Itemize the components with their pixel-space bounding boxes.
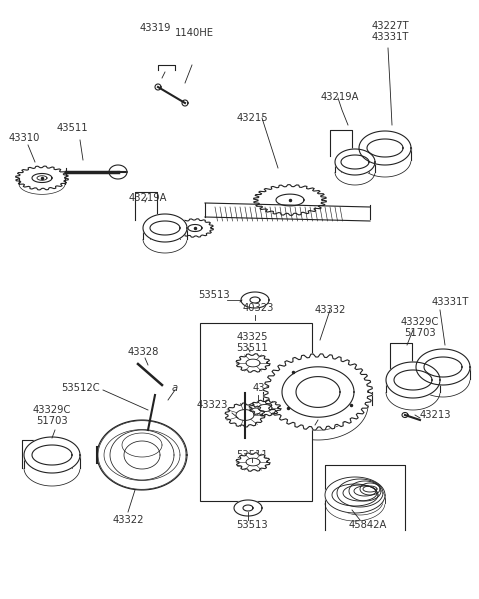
Polygon shape <box>236 354 270 372</box>
Text: 43325: 43325 <box>236 332 268 342</box>
Text: 53513: 53513 <box>198 290 230 300</box>
Polygon shape <box>263 354 373 430</box>
Text: 43319: 43319 <box>139 23 171 33</box>
Bar <box>200 323 312 501</box>
Polygon shape <box>282 367 354 417</box>
Polygon shape <box>335 149 375 175</box>
Polygon shape <box>24 437 80 473</box>
Text: a: a <box>337 489 343 498</box>
Text: 43328: 43328 <box>127 347 159 357</box>
Text: 43219A: 43219A <box>129 193 167 203</box>
Polygon shape <box>253 184 326 215</box>
Polygon shape <box>341 155 369 169</box>
Polygon shape <box>360 483 380 495</box>
Text: 43331T: 43331T <box>371 32 409 42</box>
Polygon shape <box>97 420 187 490</box>
Text: 43329C: 43329C <box>401 317 439 327</box>
Text: 43213: 43213 <box>419 410 451 420</box>
Polygon shape <box>263 354 373 430</box>
Polygon shape <box>236 453 270 471</box>
Polygon shape <box>150 221 180 235</box>
Text: 1140HE: 1140HE <box>174 28 214 38</box>
Polygon shape <box>349 481 381 501</box>
Text: 43331T: 43331T <box>431 297 468 307</box>
Polygon shape <box>177 219 214 237</box>
Text: a: a <box>349 494 355 503</box>
Text: 53511: 53511 <box>236 343 268 353</box>
Text: 43323: 43323 <box>196 400 228 410</box>
Text: a: a <box>362 492 368 501</box>
Polygon shape <box>386 362 440 398</box>
Polygon shape <box>363 486 377 492</box>
Polygon shape <box>416 349 470 385</box>
Text: 43322: 43322 <box>112 515 144 525</box>
Text: 51703: 51703 <box>404 328 436 338</box>
Polygon shape <box>143 214 187 242</box>
Text: 53511: 53511 <box>236 450 268 460</box>
Text: 43227T: 43227T <box>371 21 409 31</box>
Polygon shape <box>367 139 403 157</box>
Text: 51703: 51703 <box>36 416 68 426</box>
Polygon shape <box>335 149 375 175</box>
Polygon shape <box>325 477 385 513</box>
Polygon shape <box>241 292 269 308</box>
Text: 43219A: 43219A <box>321 92 359 102</box>
Polygon shape <box>359 131 411 165</box>
Polygon shape <box>332 484 378 506</box>
Text: a: a <box>375 489 381 498</box>
Polygon shape <box>234 500 262 516</box>
Text: 43511: 43511 <box>56 123 88 133</box>
Polygon shape <box>337 479 383 507</box>
Text: 45842A: 45842A <box>349 520 387 530</box>
Polygon shape <box>416 349 470 385</box>
Polygon shape <box>354 486 376 496</box>
Polygon shape <box>225 403 265 427</box>
Polygon shape <box>249 400 281 416</box>
Text: 43332: 43332 <box>314 305 346 315</box>
Text: 43329C: 43329C <box>33 405 71 415</box>
Text: 53513: 53513 <box>236 520 268 530</box>
Polygon shape <box>24 437 80 473</box>
Polygon shape <box>386 362 440 398</box>
Text: 53512C: 53512C <box>61 383 100 393</box>
Polygon shape <box>143 214 187 242</box>
Polygon shape <box>394 370 432 390</box>
Polygon shape <box>360 483 380 495</box>
Polygon shape <box>337 479 383 507</box>
Text: 43215: 43215 <box>236 113 268 123</box>
Polygon shape <box>424 357 462 377</box>
Polygon shape <box>359 131 411 165</box>
Polygon shape <box>32 445 72 465</box>
Text: 43323: 43323 <box>252 383 284 393</box>
Polygon shape <box>205 203 370 221</box>
Text: 43310: 43310 <box>8 133 40 143</box>
Text: 43325: 43325 <box>236 461 268 471</box>
Polygon shape <box>325 477 385 513</box>
Polygon shape <box>343 485 377 501</box>
Polygon shape <box>349 481 381 501</box>
Text: 40323: 40323 <box>242 303 274 313</box>
Text: a: a <box>315 413 321 423</box>
Polygon shape <box>16 166 68 190</box>
Text: a: a <box>172 383 178 393</box>
